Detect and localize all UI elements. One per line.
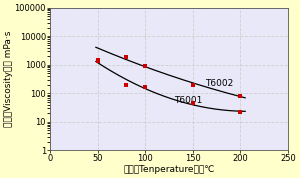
Text: T6001: T6001: [174, 96, 202, 105]
Text: T6002: T6002: [205, 79, 233, 88]
Y-axis label: 粘度（Viscosity）／ mPa·s: 粘度（Viscosity）／ mPa·s: [4, 31, 13, 127]
X-axis label: 温度（Tenperature）／℃: 温度（Tenperature）／℃: [123, 165, 215, 174]
